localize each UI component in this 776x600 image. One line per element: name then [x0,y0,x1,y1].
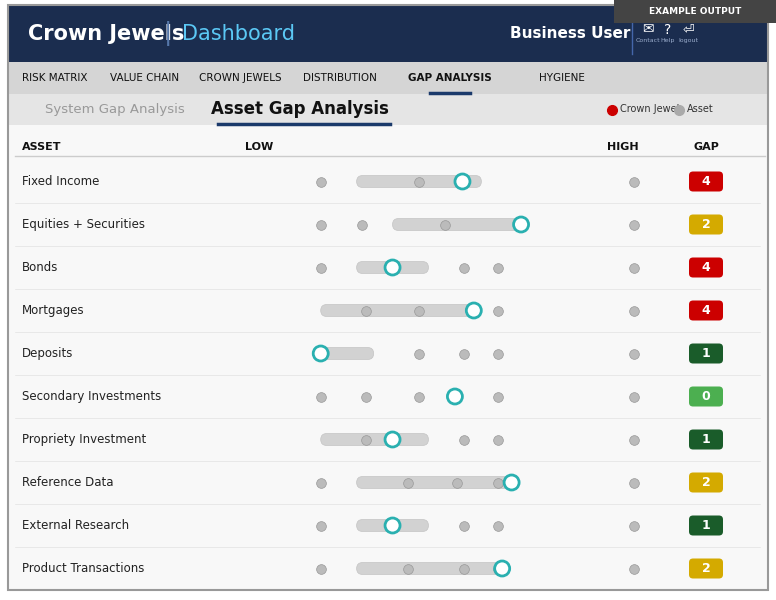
FancyBboxPatch shape [357,175,481,187]
Text: |: | [164,21,172,46]
Text: Help: Help [661,38,675,43]
FancyBboxPatch shape [8,62,768,94]
Circle shape [455,174,470,189]
FancyBboxPatch shape [357,563,502,575]
Text: 0: 0 [702,390,710,403]
Text: Crown Jewel: Crown Jewel [620,104,679,115]
FancyBboxPatch shape [393,218,521,230]
Circle shape [385,432,400,447]
Circle shape [385,518,400,533]
Text: Propriety Investment: Propriety Investment [22,433,146,446]
Text: 2: 2 [702,476,710,489]
Text: RISK MATRIX: RISK MATRIX [23,73,88,83]
Text: Asset Gap Analysis: Asset Gap Analysis [211,100,389,118]
FancyBboxPatch shape [8,94,768,125]
FancyBboxPatch shape [357,476,511,488]
Text: GAP ANALYSIS: GAP ANALYSIS [408,73,492,83]
FancyBboxPatch shape [320,304,474,317]
Text: ⏎: ⏎ [682,22,694,37]
FancyBboxPatch shape [689,257,723,277]
FancyBboxPatch shape [357,520,428,532]
FancyBboxPatch shape [689,515,723,535]
Text: ✉: ✉ [643,22,654,37]
Circle shape [314,346,328,361]
FancyBboxPatch shape [689,172,723,191]
Text: logout: logout [678,38,698,43]
Text: Reference Data: Reference Data [22,476,113,489]
Text: Crown Jewels: Crown Jewels [28,23,185,43]
Text: Fixed Income: Fixed Income [22,175,99,188]
Text: CROWN JEWELS: CROWN JEWELS [199,73,282,83]
Text: EXAMPLE OUTPUT: EXAMPLE OUTPUT [649,7,741,16]
Circle shape [514,217,528,232]
Text: Equities + Securities: Equities + Securities [22,218,145,231]
FancyBboxPatch shape [357,262,428,274]
Text: Asset: Asset [687,104,714,115]
Text: 4: 4 [702,304,710,317]
Text: 2: 2 [702,218,710,231]
Text: Contact: Contact [636,38,660,43]
Text: HYGIENE: HYGIENE [539,73,585,83]
Text: 4: 4 [702,261,710,274]
Text: System Gap Analysis: System Gap Analysis [45,103,185,116]
Text: HIGH: HIGH [607,142,639,152]
FancyBboxPatch shape [689,386,723,407]
FancyBboxPatch shape [689,559,723,578]
Circle shape [494,561,510,576]
Text: Business User: Business User [510,26,630,41]
Text: Deposits: Deposits [22,347,74,360]
Circle shape [448,389,462,404]
FancyBboxPatch shape [689,301,723,320]
Text: LOW: LOW [245,142,273,152]
FancyBboxPatch shape [320,433,428,445]
Text: 1: 1 [702,433,710,446]
Text: Dashboard: Dashboard [182,23,295,43]
Text: Bonds: Bonds [22,261,58,274]
Text: Mortgages: Mortgages [22,304,85,317]
Text: VALUE CHAIN: VALUE CHAIN [110,73,179,83]
Text: GAP: GAP [693,142,719,152]
Text: 1: 1 [702,347,710,360]
Text: External Research: External Research [22,519,129,532]
FancyBboxPatch shape [8,125,768,590]
Circle shape [504,475,519,490]
FancyBboxPatch shape [689,430,723,449]
Text: 2: 2 [702,562,710,575]
Text: ASSET: ASSET [22,142,61,152]
FancyBboxPatch shape [8,5,768,62]
FancyBboxPatch shape [689,473,723,493]
Text: ?: ? [664,22,671,37]
Text: 1: 1 [702,519,710,532]
Text: Secondary Investments: Secondary Investments [22,390,161,403]
Circle shape [385,260,400,275]
Text: DISTRIBUTION: DISTRIBUTION [303,73,377,83]
FancyBboxPatch shape [689,343,723,364]
Circle shape [466,303,481,318]
FancyBboxPatch shape [614,0,776,23]
FancyBboxPatch shape [689,214,723,235]
Text: 4: 4 [702,175,710,188]
FancyBboxPatch shape [320,347,373,359]
Text: Product Transactions: Product Transactions [22,562,144,575]
